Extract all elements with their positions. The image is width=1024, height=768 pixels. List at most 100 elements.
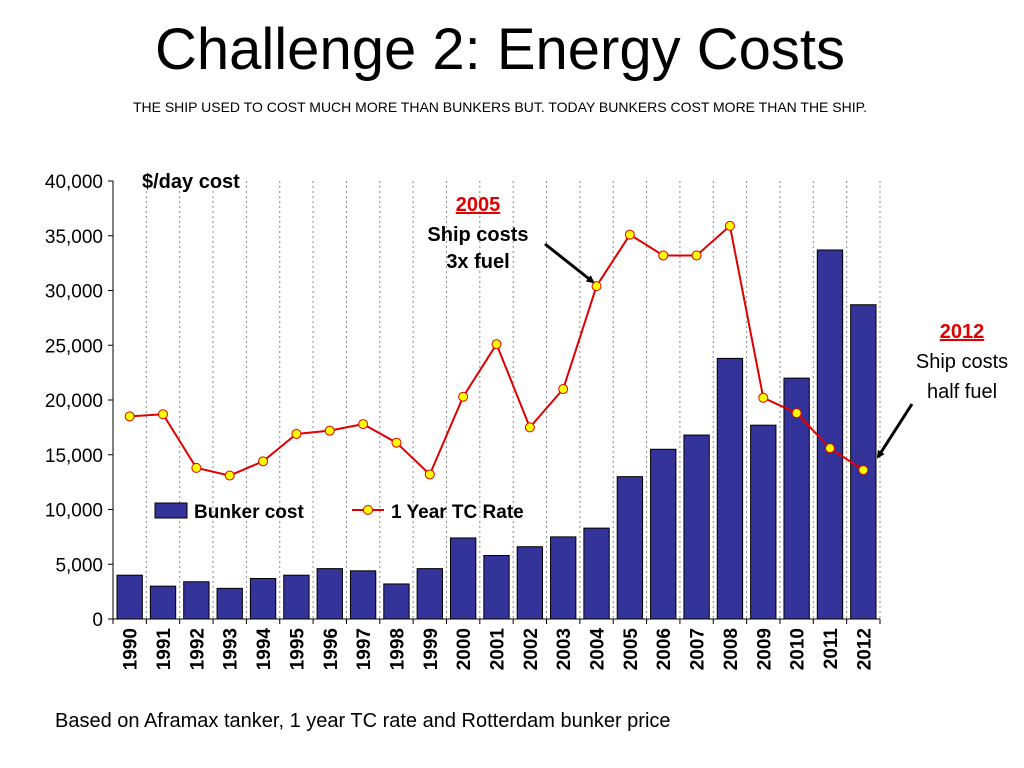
x-tick-label: 2008 xyxy=(721,628,742,670)
x-tick-label: 1999 xyxy=(421,628,442,670)
y-tick-label: 30,000 xyxy=(45,282,103,303)
bar xyxy=(583,527,610,620)
bar xyxy=(716,357,744,620)
x-tick-label: 1992 xyxy=(187,628,208,670)
legend-bar-label: Bunker cost xyxy=(194,502,304,523)
tc-rate-point xyxy=(458,391,469,402)
annotation-2005-line1: Ship costs xyxy=(427,224,528,246)
annotation-2012-line2: half fuel xyxy=(927,381,997,403)
bar xyxy=(616,476,644,620)
x-tick-label: 1995 xyxy=(287,628,308,671)
tc-rate-line xyxy=(124,220,869,481)
tc-rate-point xyxy=(858,465,869,476)
x-tick-label: 1996 xyxy=(321,628,342,670)
annotation-2005-arrow xyxy=(544,242,595,284)
tc-rate-point xyxy=(291,428,302,439)
bar xyxy=(149,585,177,620)
legend-bar-swatch xyxy=(154,502,188,519)
tc-rate-point xyxy=(191,462,202,473)
bar xyxy=(349,570,377,620)
x-tick-label: 1991 xyxy=(154,628,175,671)
tc-rate-point xyxy=(258,456,269,467)
annotation-2012-year: 2012 xyxy=(940,321,985,343)
x-tick-label: 2005 xyxy=(621,628,642,671)
tc-rate-point xyxy=(791,408,802,419)
x-tick-label: 2000 xyxy=(454,628,475,670)
y-tick-label: 40,000 xyxy=(45,172,103,193)
tc-rate-point xyxy=(758,392,769,403)
tc-rate-point xyxy=(324,425,335,436)
annotation-2005: 2005 Ship costs 3x fuel xyxy=(427,194,595,284)
bar xyxy=(316,568,343,620)
bar xyxy=(683,434,710,620)
x-tick-label: 2006 xyxy=(654,628,675,670)
y-axis-label: $/day cost xyxy=(142,171,240,193)
tc-rate-point xyxy=(824,443,835,454)
y-tick-label: 35,000 xyxy=(45,227,103,248)
bar xyxy=(383,583,410,620)
tc-rate-point xyxy=(658,250,669,261)
annotation-2012: 2012 Ship costs half fuel xyxy=(876,321,1008,459)
bar xyxy=(183,581,210,620)
tc-rate-point xyxy=(491,339,502,350)
x-tick-label: 1998 xyxy=(387,628,408,670)
y-tick-label: 25,000 xyxy=(45,336,103,357)
tc-rate-point xyxy=(691,250,702,261)
x-tick-label: 1997 xyxy=(354,628,375,670)
bar xyxy=(550,536,577,620)
x-tick-label: 2012 xyxy=(854,628,875,670)
tc-rate-point xyxy=(624,229,635,240)
bar xyxy=(116,574,143,620)
legend-line-marker xyxy=(363,505,373,515)
x-tick-label: 1990 xyxy=(121,628,142,670)
x-tick-label: 2010 xyxy=(788,628,809,670)
bar xyxy=(516,546,544,620)
bar xyxy=(650,448,677,620)
bar xyxy=(249,577,277,620)
slide-subtitle: THE SHIP USED TO COST MUCH MORE THAN BUN… xyxy=(132,99,868,115)
tc-rate-point xyxy=(158,409,169,420)
annotation-2005-line2: 3x fuel xyxy=(446,251,509,273)
x-tick-label: 1994 xyxy=(254,628,275,671)
x-tick-label: 2002 xyxy=(521,628,542,670)
tc-rate-point xyxy=(424,469,435,480)
footnote: Based on Aframax tanker, 1 year TC rate … xyxy=(55,710,671,732)
axes xyxy=(108,180,881,624)
bar xyxy=(750,424,777,620)
x-tick-label: 2003 xyxy=(554,628,575,670)
tc-rate-point xyxy=(724,220,735,231)
y-tick-label: 0 xyxy=(92,610,103,631)
bar xyxy=(216,587,243,620)
y-tick-label: 15,000 xyxy=(45,446,103,467)
annotation-2012-arrow xyxy=(876,403,914,459)
slide-title: Challenge 2: Energy Costs xyxy=(155,17,845,82)
x-tick-label: 2007 xyxy=(688,628,709,670)
tc-rate-point xyxy=(558,384,569,395)
legend: Bunker cost 1 Year TC Rate xyxy=(154,502,524,523)
y-tick-label: 5,000 xyxy=(55,555,103,576)
legend-line-label: 1 Year TC Rate xyxy=(391,502,524,523)
bar xyxy=(483,554,510,620)
x-tick-label: 2001 xyxy=(488,628,509,671)
tc-rate-point xyxy=(591,281,602,292)
gridlines xyxy=(145,181,881,619)
tc-rate-point xyxy=(224,470,235,481)
x-tick-label: 1993 xyxy=(221,628,242,670)
annotation-2012-line1: Ship costs xyxy=(916,351,1008,373)
tc-rate-point xyxy=(358,419,369,430)
tick-labels: 0 5,000 10,000 15,000 20,000 25,000 30,000 35,0… xyxy=(45,172,875,670)
bunker-bars xyxy=(116,249,877,620)
x-tick-label: 2009 xyxy=(754,628,775,670)
x-tick-label: 2011 xyxy=(821,628,842,670)
tc-rate-point xyxy=(524,422,535,433)
bar xyxy=(416,568,443,620)
bar xyxy=(449,537,477,620)
y-tick-label: 20,000 xyxy=(45,391,103,412)
bar xyxy=(850,304,877,620)
annotation-2005-year: 2005 xyxy=(456,194,501,216)
bar xyxy=(283,574,310,620)
tc-rate-point xyxy=(391,437,402,448)
x-tick-label: 2004 xyxy=(588,628,609,671)
bar xyxy=(816,249,844,620)
